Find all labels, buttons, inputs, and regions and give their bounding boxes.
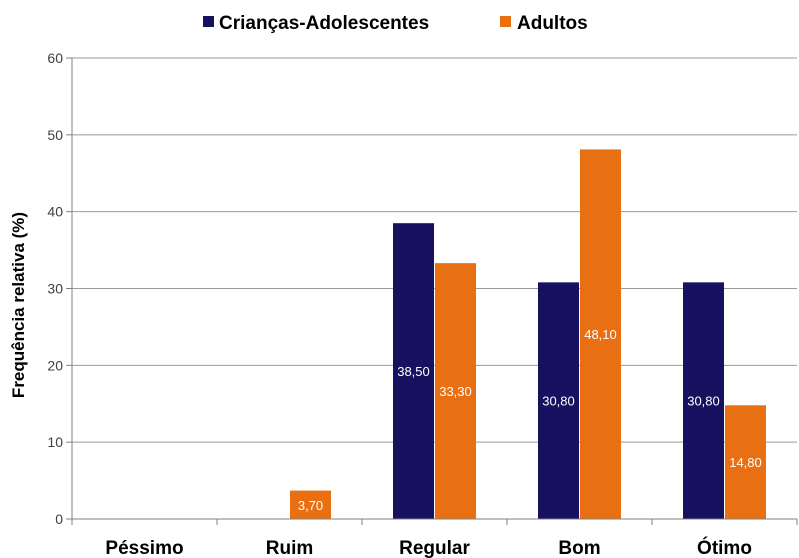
data-label: 14,80 [729, 455, 762, 470]
legend: Crianças-Adolescentes Adultos [203, 13, 588, 34]
y-tick-label: 30 [47, 281, 63, 297]
y-tick-label: 40 [47, 204, 63, 220]
x-tick-label: Regular [399, 538, 470, 558]
axes: 0 10 20 30 40 50 60 Péssimo Ruim Regular Bom Ótimo [47, 50, 798, 558]
bar [393, 223, 434, 520]
bar [580, 149, 621, 519]
x-tick-label: Ótimo [697, 537, 752, 558]
data-labels: 38,50 30,80 30,80 3,70 33,30 48,10 14,80 [298, 327, 762, 513]
data-label: 33,30 [439, 384, 472, 399]
x-tick-label: Péssimo [105, 538, 183, 558]
y-tick-label: 20 [47, 357, 63, 373]
legend-label: Crianças-Adolescentes [219, 13, 429, 34]
bar [435, 263, 476, 519]
y-tick-label: 50 [47, 127, 63, 143]
data-label: 48,10 [584, 327, 617, 342]
legend-swatch [203, 16, 214, 27]
y-tick-label: 60 [47, 50, 63, 66]
data-label: 38,50 [397, 364, 430, 379]
legend-swatch [500, 16, 511, 27]
y-tick-label: 10 [47, 434, 63, 450]
gridlines [72, 57, 797, 443]
data-label: 30,80 [542, 394, 575, 409]
bar [725, 405, 766, 519]
data-label: 30,80 [687, 394, 720, 409]
y-tick-label: 0 [55, 511, 63, 527]
x-tick-label: Ruim [266, 538, 314, 558]
x-tick-label: Bom [558, 538, 600, 558]
bar [538, 282, 579, 519]
data-label: 3,70 [298, 498, 323, 513]
bar [683, 282, 724, 519]
y-axis-label: Frequência relativa (%) [9, 212, 28, 398]
bar [290, 490, 331, 519]
legend-label: Adultos [517, 13, 588, 34]
bars [290, 149, 766, 520]
